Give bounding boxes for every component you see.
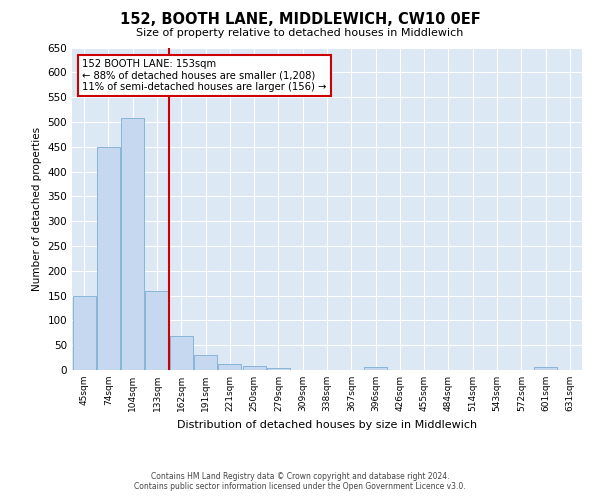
Text: Contains HM Land Registry data © Crown copyright and database right 2024.
Contai: Contains HM Land Registry data © Crown c… [134, 472, 466, 491]
Text: 152, BOOTH LANE, MIDDLEWICH, CW10 0EF: 152, BOOTH LANE, MIDDLEWICH, CW10 0EF [119, 12, 481, 28]
Text: 152 BOOTH LANE: 153sqm
← 88% of detached houses are smaller (1,208)
11% of semi-: 152 BOOTH LANE: 153sqm ← 88% of detached… [82, 59, 326, 92]
Bar [267, 368, 290, 370]
X-axis label: Distribution of detached houses by size in Middlewich: Distribution of detached houses by size … [177, 420, 477, 430]
Bar [73, 296, 95, 370]
Bar [534, 367, 557, 370]
Bar [121, 118, 144, 370]
Bar [218, 364, 241, 370]
Bar [97, 146, 120, 370]
Bar [194, 355, 217, 370]
Text: Size of property relative to detached houses in Middlewich: Size of property relative to detached ho… [136, 28, 464, 38]
Bar [364, 367, 387, 370]
Y-axis label: Number of detached properties: Number of detached properties [32, 126, 42, 291]
Bar [145, 290, 169, 370]
Bar [170, 336, 193, 370]
Bar [242, 366, 266, 370]
